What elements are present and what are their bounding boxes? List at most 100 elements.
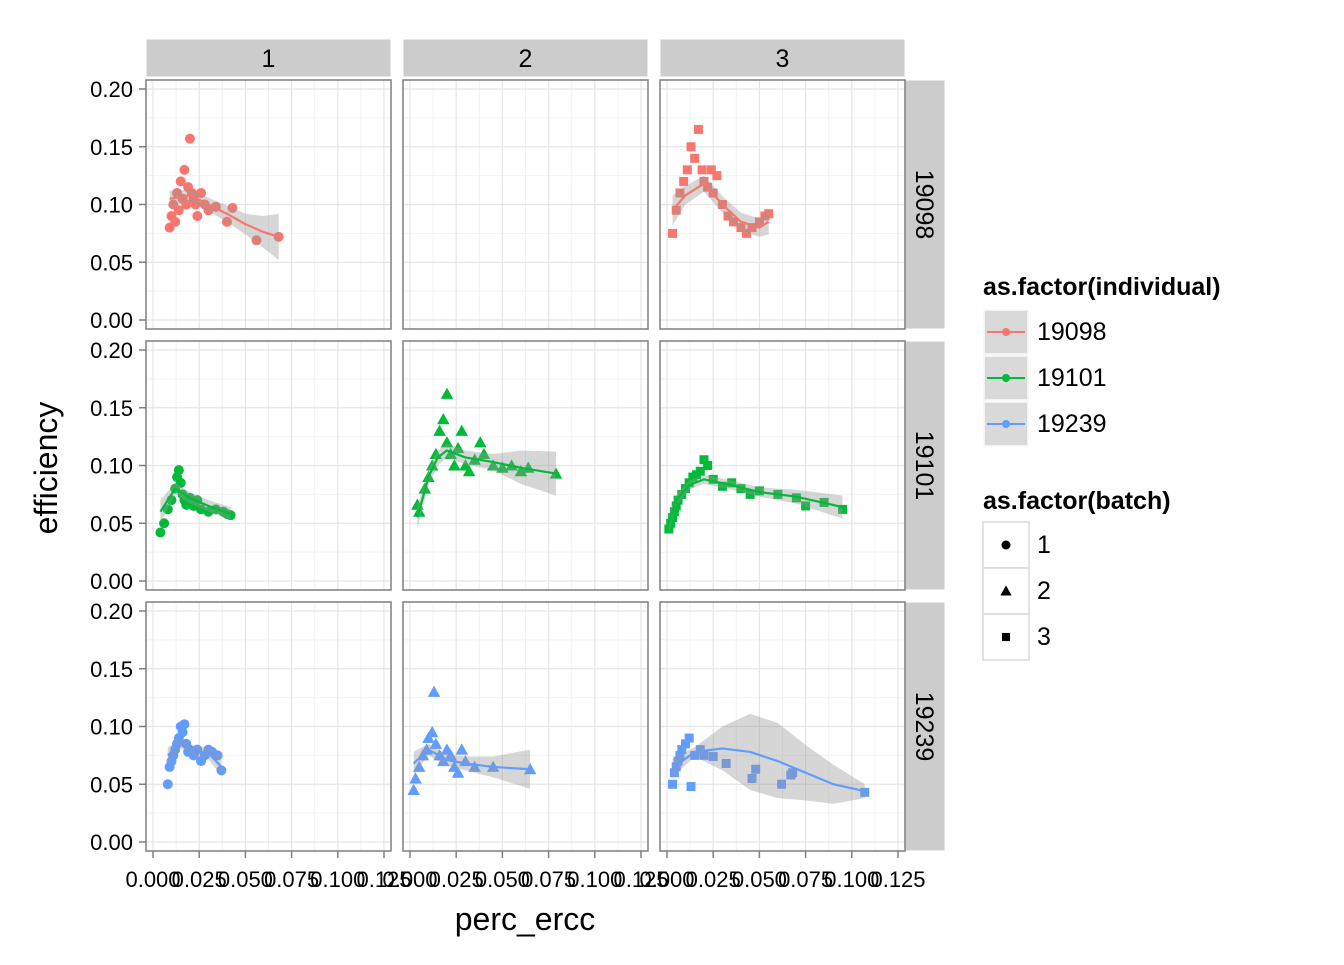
data-point (838, 504, 848, 514)
y-tick-label: 0.10 (90, 454, 133, 479)
data-point (745, 489, 755, 499)
data-point (777, 779, 787, 789)
y-tick-label: 0.05 (90, 250, 133, 275)
data-point (181, 199, 192, 210)
data-point (801, 501, 811, 511)
panel-19101-3 (659, 340, 906, 591)
facet-strip-label: 19098 (910, 170, 938, 240)
smooth-line (159, 487, 231, 516)
facet-strip-col-3: 3 (659, 38, 906, 78)
data-point (791, 493, 801, 503)
data-point (697, 165, 707, 175)
legend-color-label: 19098 (1037, 318, 1107, 346)
legend-shape-title: as.factor(batch) (983, 487, 1171, 515)
panel-19101-1 (145, 340, 392, 591)
data-point (192, 211, 203, 222)
y-tick-label: 0.00 (90, 308, 133, 333)
data-point (764, 209, 774, 219)
facet-strip-label: 1 (262, 45, 276, 73)
data-point (679, 176, 689, 186)
confidence-band (668, 474, 843, 533)
confidence-band (413, 743, 531, 789)
panel-border (402, 340, 649, 591)
facet-strip-label: 19239 (910, 692, 938, 762)
data-point (477, 447, 491, 459)
panel-border (402, 601, 649, 852)
smooth-line (167, 742, 223, 768)
data-point (736, 484, 746, 494)
legend-key-shape (1001, 540, 1011, 550)
facet-strip-bg (904, 340, 946, 591)
data-point (221, 216, 232, 227)
data-point (671, 205, 681, 215)
data-point (741, 228, 751, 238)
data-point (159, 518, 170, 529)
data-point (437, 413, 450, 425)
data-point (684, 478, 694, 488)
data-point (173, 465, 184, 476)
data-point (690, 153, 700, 163)
data-point (451, 766, 465, 778)
facet-strip-label: 2 (519, 45, 533, 73)
data-point (754, 217, 764, 227)
data-point (455, 424, 468, 436)
data-point (448, 459, 461, 471)
data-point (668, 512, 678, 522)
data-point (669, 768, 679, 778)
data-point (496, 461, 509, 473)
data-point (444, 447, 457, 459)
data-point (747, 773, 757, 783)
data-point (729, 217, 739, 227)
legend-color-label: 19239 (1037, 410, 1107, 438)
data-point (706, 165, 716, 175)
data-point (690, 750, 700, 760)
data-point (177, 727, 188, 738)
legend-shape-item-2: 2 (982, 567, 1051, 615)
smooth-line (169, 194, 279, 238)
data-point (455, 743, 468, 755)
y-tick-label: 0.00 (90, 569, 133, 594)
data-point (190, 199, 201, 210)
data-point (684, 733, 694, 743)
x-tick-label: 0.100 (567, 867, 622, 892)
data-point (440, 436, 454, 448)
smooth-line (412, 748, 531, 771)
facet-strip-bg (904, 79, 946, 330)
facet-strip-bg (145, 38, 392, 78)
y-tick-label: 0.10 (90, 193, 133, 218)
x-tick-label: 0.025 (172, 867, 227, 892)
facet-strip-row-19239: 19239 (904, 601, 946, 852)
legend-shape-label: 2 (1037, 577, 1051, 605)
data-point (433, 424, 446, 436)
confidence-band (160, 482, 231, 524)
x-tick-label: 0.050 (475, 867, 530, 892)
confidence-band (417, 443, 556, 530)
smooth-line (671, 182, 770, 229)
data-point (673, 756, 683, 766)
data-point (699, 176, 709, 186)
series-19239-batch-3 (668, 713, 870, 804)
y-tick-label: 0.20 (90, 77, 133, 102)
data-point (675, 750, 685, 760)
data-point (695, 466, 705, 476)
data-point (486, 459, 500, 471)
x-axis-title: perc_ercc (455, 901, 596, 937)
data-point (437, 754, 450, 767)
data-point (196, 187, 207, 198)
data-point (429, 737, 443, 749)
confidence-band (672, 175, 769, 237)
data-point (686, 782, 696, 792)
data-point (708, 474, 718, 484)
smooth-line (667, 478, 843, 524)
y-tick-label: 0.05 (90, 511, 133, 536)
x-tick-label: 0.100 (310, 867, 365, 892)
x-tick-label: 0.000 (125, 867, 180, 892)
x-tick-label: 0.075 (778, 867, 833, 892)
facet-strip-bg (402, 38, 649, 78)
data-point (412, 760, 426, 772)
legend-key-shape (1001, 632, 1011, 642)
facet-strip-label: 19101 (910, 431, 938, 501)
data-point (708, 752, 718, 762)
data-point (444, 749, 457, 761)
